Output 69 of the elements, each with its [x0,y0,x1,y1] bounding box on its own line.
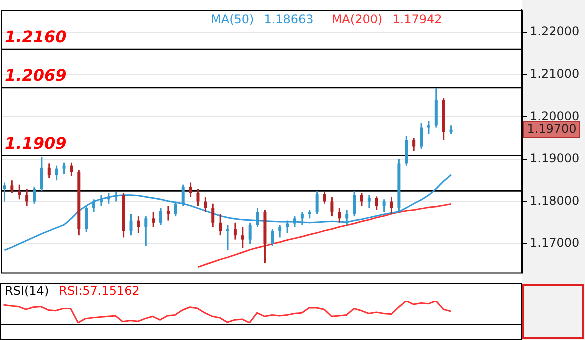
candlestick [189,182,192,198]
candlestick [55,165,58,182]
candlestick [234,222,237,241]
candlestick [152,212,156,228]
candlestick [346,209,349,226]
annotation: 1.18663 [264,12,314,26]
candlestick [338,207,342,224]
candlestick [382,198,386,214]
candlestick [330,196,334,218]
candlestick [107,192,110,205]
candlestick [144,216,148,247]
candlestick [293,216,296,228]
candlestick [204,196,208,214]
ref-line-label: 1.2069 [5,66,67,86]
candlestick [212,203,215,228]
candlestick [427,120,430,135]
candlestick [248,222,252,245]
ref-line-label: 1.2160 [5,28,67,47]
candlestick [375,196,378,211]
candlestick [420,122,424,150]
ref-line-label: 1.1909 [5,134,67,153]
candlestick [130,214,133,236]
candlestick [32,186,36,205]
y-tick-label: 1.21000 [530,67,580,82]
candlestick [100,194,103,207]
candlestick [40,156,44,192]
candlestick [166,205,170,222]
candlestick [85,205,88,233]
candlestick [10,180,14,194]
candlestick [70,162,74,178]
candlestick [48,162,51,180]
candlestick [271,228,274,247]
y-tick-label: 1.19000 [530,152,580,166]
candlestick [405,135,408,167]
text: 1.19700 [527,122,577,136]
candlestick [160,207,163,226]
y-tick-label: 1.22000 [530,24,580,39]
candlestick [390,196,394,216]
candlestick [196,188,200,207]
candlestick [412,138,416,152]
candlestick [226,224,230,252]
candlestick [241,226,244,250]
candlestick [278,224,282,238]
y-tick-label: 1.18000 [530,194,580,208]
candlestick [18,184,22,200]
candlestick [114,192,118,203]
candlestick [316,190,319,216]
candlestick [300,212,304,226]
text: MA(200) [332,12,383,26]
y-tick-label: 1.17000 [530,236,580,250]
candlestick [92,198,96,214]
candlestick [360,192,364,207]
y-tick-label: 1.20000 [530,109,580,124]
text: RSI:57.15162 [59,284,140,298]
chart-title: RSI(14) [5,284,50,298]
candlestick [174,201,178,218]
candlestick [353,190,356,218]
candlestick [323,192,326,205]
candlestick [137,216,140,234]
candlestick [368,194,371,209]
annotation: 1.17942 [392,12,442,26]
candlestick [286,220,290,234]
text: MA(50) [211,12,254,26]
candlestick [62,162,66,176]
candlestick [26,188,29,207]
candlestick [182,184,185,207]
candlestick [256,207,260,228]
candlestick [3,182,6,203]
candlestick [219,214,222,236]
